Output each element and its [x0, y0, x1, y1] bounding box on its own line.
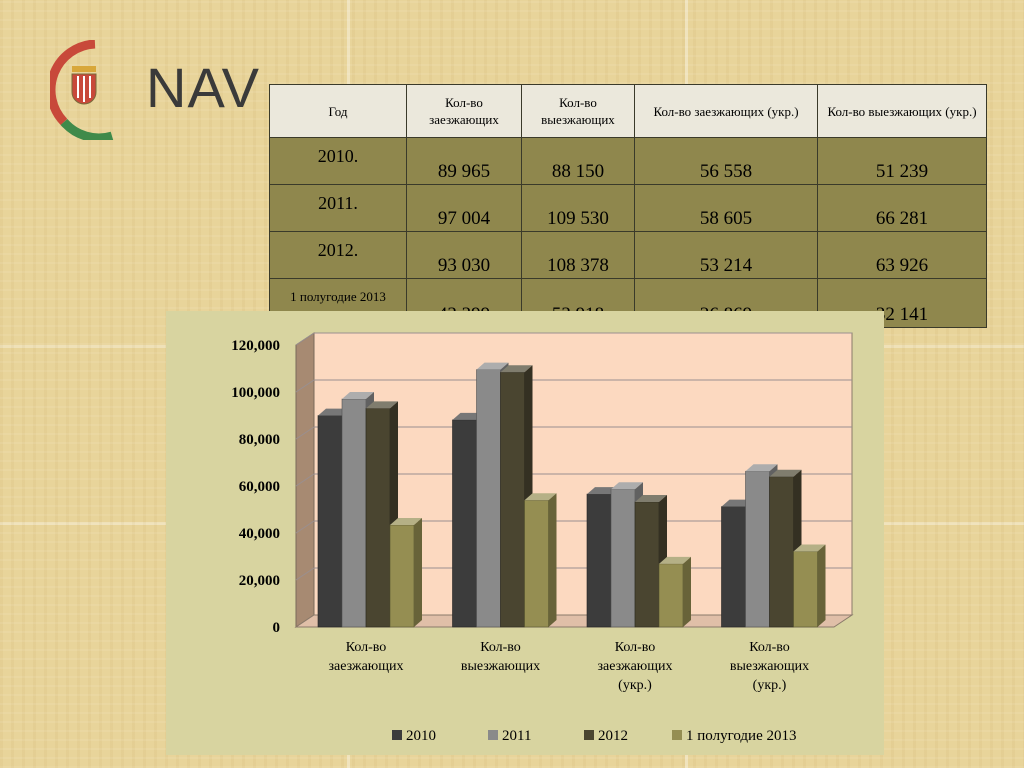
table-cell: 89 965 [406, 137, 522, 185]
gridline-side [295, 473, 315, 487]
bar [389, 524, 415, 628]
legend-entry: 2012 [598, 728, 628, 744]
bar-top [500, 365, 533, 373]
bar-top [659, 556, 691, 564]
table-header-arrivals: Кол-во заезжающих [406, 84, 522, 138]
x-tick-label: заезжающих [597, 659, 672, 674]
table-cell: 108 378 [521, 231, 635, 279]
bar [745, 470, 770, 628]
bar-top [524, 493, 557, 501]
bar-top [745, 464, 778, 472]
table-cell: 109 530 [521, 184, 635, 232]
table-header-departures-ukr: Кол-во выезжающих (укр.) [817, 84, 987, 138]
table-cell: 66 281 [817, 184, 987, 232]
table-row: 2010. 89 965 88 150 56 558 51 239 [269, 137, 987, 185]
table-row: 2012. 93 030 108 378 53 214 63 926 [269, 231, 987, 279]
table-header-year: Год [269, 84, 407, 138]
bar [721, 506, 746, 628]
bar-top [366, 401, 398, 409]
bar [476, 369, 501, 628]
bar-side [817, 544, 826, 627]
bar [610, 488, 636, 628]
nav-logo: NAV [46, 39, 265, 143]
table-cell-year: 2011. [269, 184, 407, 232]
bar-top [342, 392, 374, 400]
x-tick-label: (укр.) [753, 678, 787, 693]
y-tick-label: 20,000 [239, 573, 280, 589]
bar-chart: 0 20,000 40,000 60,000 80,000 100,000 120,000 К… [231, 332, 854, 744]
y-tick-label: 120,000 [231, 338, 280, 354]
bar-top [635, 494, 667, 502]
x-tick-label: выезжающих [461, 659, 540, 674]
bar-side [548, 493, 557, 627]
hungarian-coat-of-arms-icon [46, 39, 114, 143]
table-header-arrivals-ukr: Кол-во заезжающих (укр.) [634, 84, 818, 138]
data-table: Год Кол-во заезжающих Кол-во выезжающих … [269, 84, 987, 328]
table-header-row: Год Кол-во заезжающих Кол-во выезжающих … [269, 84, 987, 138]
table-cell: 93 030 [406, 231, 522, 279]
table-cell: 56 558 [634, 137, 818, 185]
table-cell: 51 239 [817, 137, 987, 185]
y-tick-label: 0 [273, 620, 281, 636]
x-tick-label: выезжающих [730, 659, 809, 674]
bar [634, 501, 660, 628]
legend-swatch [488, 730, 498, 740]
logo-text: NAV [146, 56, 260, 119]
legend-entry: 1 полугодие 2013 [686, 728, 796, 744]
y-tick-label: 40,000 [239, 526, 280, 542]
x-tick-label: Кол-во [480, 640, 521, 655]
x-tick-label: Кол-во [749, 640, 790, 655]
legend-swatch [672, 730, 682, 740]
bar-top [611, 482, 643, 490]
x-tick-label: Кол-во [346, 640, 387, 655]
y-tick-label: 100,000 [231, 385, 280, 401]
gridline-side [295, 426, 315, 440]
bar [524, 499, 549, 628]
x-tick-label: (укр.) [618, 678, 652, 693]
bar-top [793, 544, 826, 552]
bar [341, 398, 367, 628]
table-cell-year: 2012. [269, 231, 407, 279]
x-tick-label: Кол-во [615, 640, 656, 655]
bar [793, 551, 818, 628]
legend-swatch [392, 730, 402, 740]
bar [586, 493, 612, 628]
legend-entry: 2010 [406, 728, 436, 744]
bar-side [683, 556, 691, 627]
y-tick-label: 60,000 [239, 479, 280, 495]
bar-side [414, 518, 422, 627]
bar [452, 419, 477, 628]
bar [769, 476, 794, 628]
gridline-side [295, 379, 315, 393]
table-cell: 88 150 [521, 137, 635, 185]
bar-top [390, 518, 422, 526]
table-cell: 97 004 [406, 184, 522, 232]
x-tick-label: заезжающих [328, 659, 403, 674]
legend-swatch [584, 730, 594, 740]
table-cell: 53 214 [634, 231, 818, 279]
table-row: 2011. 97 004 109 530 58 605 66 281 [269, 184, 987, 232]
table-cell-year: 2010. [269, 137, 407, 185]
bar [317, 415, 343, 628]
gridline-side [295, 567, 315, 581]
y-tick-label: 80,000 [239, 432, 280, 448]
bar-top [476, 362, 509, 370]
bar [365, 408, 391, 628]
table-cell: 58 605 [634, 184, 818, 232]
chart-area: 0 20,000 40,000 60,000 80,000 100,000 120,000 К… [166, 311, 884, 755]
gridline-side [295, 520, 315, 534]
table-cell: 63 926 [817, 231, 987, 279]
bar [658, 563, 684, 628]
legend-entry: 2011 [502, 728, 531, 744]
bar-top [769, 469, 802, 477]
table-header-departures: Кол-во выезжающих [521, 84, 635, 138]
bar [500, 372, 525, 628]
gridline-side [295, 332, 315, 346]
